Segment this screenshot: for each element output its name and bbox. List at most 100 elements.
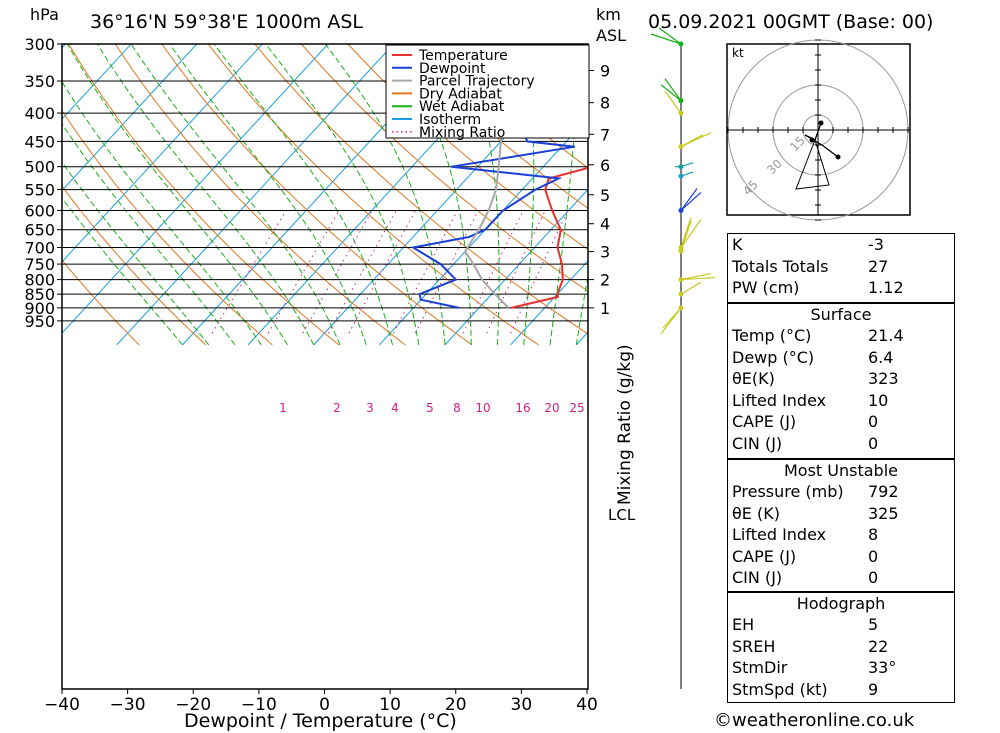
index-row-k: K -3 bbox=[728, 234, 954, 256]
height-tick-label: 2 bbox=[600, 271, 610, 290]
legend-entry: Temperature bbox=[418, 48, 508, 64]
row-label: CIN (J) bbox=[732, 568, 783, 587]
mixing-ratio-label: 1 bbox=[279, 401, 287, 415]
hodograph-point bbox=[835, 154, 841, 160]
surface-row: Temp (°C) 21.4 bbox=[728, 325, 954, 347]
height-tick-label: 8 bbox=[600, 94, 610, 113]
x-tick-label: 20 bbox=[445, 695, 467, 715]
row-label: θE (K) bbox=[732, 503, 780, 523]
index-row-totals: Totals Totals 27 bbox=[728, 256, 954, 278]
index-value: -3 bbox=[868, 235, 884, 254]
lcl-label: LCL bbox=[608, 506, 636, 524]
wind-barb bbox=[680, 281, 702, 295]
pressure-tick-label: 700 bbox=[24, 239, 55, 258]
row-value: 5 bbox=[868, 615, 879, 634]
row-value: 0 bbox=[868, 546, 879, 566]
plot-frame bbox=[61, 43, 589, 690]
surface-title: Surface bbox=[810, 305, 872, 324]
dry-adiabat-line bbox=[62, 259, 140, 346]
isotherm-line bbox=[62, 44, 198, 192]
row-value: 21.4 bbox=[868, 326, 904, 345]
pressure-tick-label: 300 bbox=[24, 35, 55, 54]
row-label: Pressure (mb) bbox=[732, 482, 844, 501]
most-unstable-title: Most Unstable bbox=[784, 461, 898, 480]
wind-barb bbox=[660, 84, 682, 102]
isotherm-line bbox=[62, 44, 264, 263]
legend-entry: Wet Adiabat bbox=[419, 99, 505, 115]
wind-barb bbox=[680, 171, 694, 177]
index-label: PW (cm) bbox=[732, 278, 800, 297]
wind-barb bbox=[664, 90, 682, 114]
index-label: K bbox=[732, 235, 743, 254]
height-tick-label: 7 bbox=[600, 125, 610, 144]
wind-barb bbox=[680, 132, 712, 148]
height-unit-label: km bbox=[596, 5, 621, 24]
row-label: CAPE (J) bbox=[732, 546, 797, 566]
isotherm-line bbox=[444, 188, 588, 346]
wind-barb bbox=[650, 33, 682, 45]
row-value: 8 bbox=[868, 525, 879, 544]
legend-entry: Dewpoint bbox=[419, 61, 486, 77]
row-value: 0 bbox=[868, 412, 879, 431]
mixing-ratio-line bbox=[302, 210, 373, 334]
hodograph-point bbox=[809, 137, 815, 143]
height-tick-label: 3 bbox=[600, 243, 610, 262]
surface-row: θE(K) 323 bbox=[728, 368, 954, 390]
hodo-row: StmDir 33° bbox=[728, 657, 954, 679]
legend-entry: Mixing Ratio bbox=[419, 125, 505, 141]
pressure-tick-label: 950 bbox=[24, 312, 55, 331]
wind-barb bbox=[680, 188, 698, 211]
x-tick-label: −10 bbox=[241, 695, 277, 715]
row-value: 0 bbox=[868, 433, 879, 453]
dry-adiabat-line bbox=[68, 44, 340, 346]
hodo-row: StmSpd (kt) 9 bbox=[728, 679, 954, 701]
row-value: 792 bbox=[868, 482, 899, 501]
grid-lines bbox=[62, 44, 588, 346]
storm-motion-triangle bbox=[795, 138, 830, 190]
legend-entry: Dry Adiabat bbox=[419, 86, 502, 102]
pressure-tick-label: 400 bbox=[24, 104, 55, 123]
row-value: 10 bbox=[868, 390, 889, 410]
index-row-pw: PW (cm) 1.12 bbox=[728, 277, 954, 299]
legend-entry: Isotherm bbox=[419, 112, 481, 128]
pressure-tick-label: 600 bbox=[24, 201, 55, 220]
x-tick-label: 30 bbox=[511, 695, 533, 715]
wind-barb bbox=[680, 272, 712, 281]
wind-barb bbox=[680, 220, 692, 252]
wind-barb bbox=[680, 219, 702, 248]
pressure-tick-label: 850 bbox=[24, 285, 55, 304]
row-value: 22 bbox=[868, 636, 889, 656]
credit-link[interactable]: ©weatheronline.co.uk bbox=[714, 710, 915, 731]
height-tick-label: 9 bbox=[600, 62, 610, 81]
surface-row: Dewp (°C) 6.4 bbox=[728, 347, 954, 369]
row-label: StmDir bbox=[732, 658, 788, 677]
hodograph-trace bbox=[804, 122, 839, 158]
row-label: Lifted Index bbox=[732, 390, 827, 410]
wind-barb bbox=[658, 27, 682, 45]
isotherm-line bbox=[510, 260, 588, 346]
legend-entry: Parcel Trajectory bbox=[419, 74, 535, 90]
hodo-row: EH 5 bbox=[728, 614, 954, 636]
wind-barb bbox=[660, 307, 682, 335]
wind-barb-column bbox=[650, 27, 716, 689]
indices-panel: K -3 Totals Totals 27 PW (cm) 1.12 bbox=[727, 233, 955, 303]
wind-barb bbox=[680, 192, 702, 211]
x-tick-label: −20 bbox=[175, 695, 211, 715]
mu-row: CIN (J) 0 bbox=[728, 567, 954, 589]
hodo-row: SREH 22 bbox=[728, 636, 954, 658]
row-label: EH bbox=[732, 615, 755, 634]
row-label: CAPE (J) bbox=[732, 412, 797, 431]
wet-adiabat-line bbox=[169, 44, 367, 346]
row-label: StmSpd (kt) bbox=[732, 679, 828, 699]
row-label: Lifted Index bbox=[732, 525, 827, 544]
wind-barb bbox=[680, 276, 716, 281]
legend-box bbox=[385, 44, 590, 139]
height-tick-label: 1 bbox=[600, 299, 610, 318]
hodograph-title: Hodograph bbox=[796, 594, 886, 613]
mixing-ratio-label: 4 bbox=[391, 401, 399, 415]
mixing-ratio-label: 8 bbox=[453, 401, 461, 415]
isotherm-line bbox=[62, 44, 329, 334]
